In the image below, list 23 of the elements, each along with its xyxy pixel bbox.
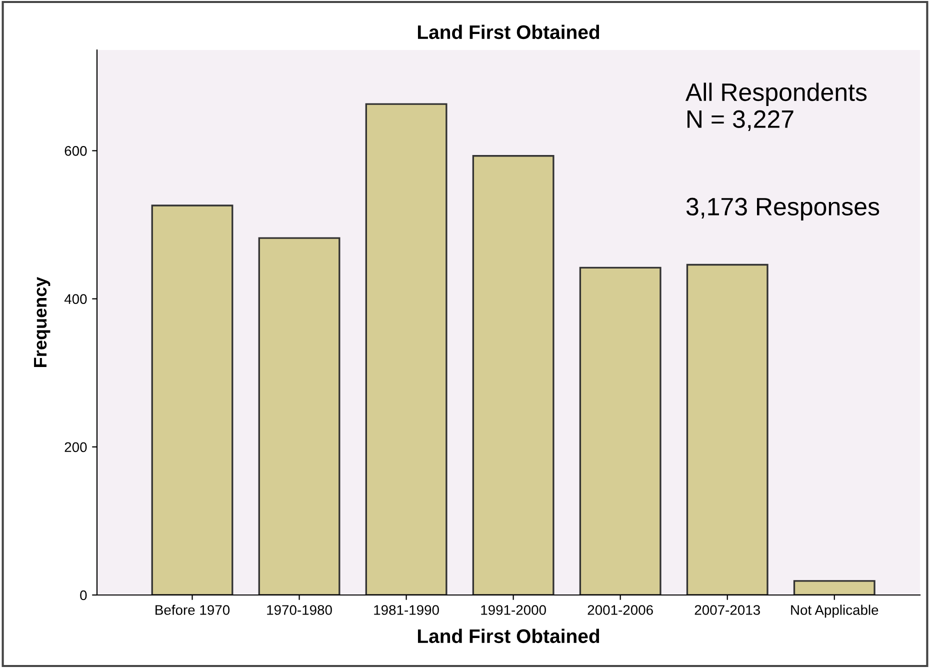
bar	[793, 580, 876, 595]
x-axis-title: Land First Obtained	[418, 628, 600, 644]
y-tick-label: 0	[80, 590, 87, 600]
annotation: All Respondents N = 3,227	[685, 82, 867, 131]
bar	[686, 264, 768, 595]
bar	[579, 266, 662, 595]
x-tick-label: Not Applicable	[791, 604, 878, 618]
annotation: 3,173 Responses	[686, 198, 880, 220]
y-tick-label: 600	[64, 146, 87, 156]
x-tick-label: 1970-1980	[267, 605, 332, 615]
y-tick-label: 200	[64, 442, 87, 452]
y-tick-label: 400	[64, 294, 87, 304]
bar	[258, 237, 340, 595]
x-tick-label: 2007-2013	[694, 605, 760, 615]
x-tick-label: 2001-2006	[588, 605, 653, 615]
x-tick-label: 1991-2000	[481, 605, 546, 615]
x-tick-label: 1981-1990	[374, 605, 439, 615]
x-tick-label: Before 1970	[156, 604, 230, 615]
bar	[365, 103, 448, 595]
bar	[151, 204, 234, 595]
bar	[472, 155, 554, 595]
chart-title: Land First Obtained	[418, 24, 600, 40]
y-axis-title: Frequency	[34, 276, 50, 367]
